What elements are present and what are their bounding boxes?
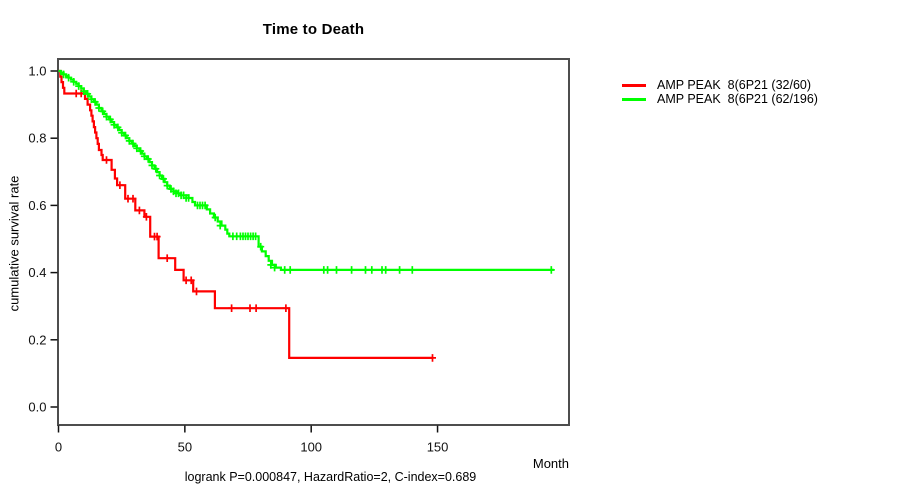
legend-label-group2: AMP PEAK 8(6P21 (62/196)	[657, 92, 818, 106]
km-curve-red	[58, 69, 434, 359]
y-axis-title: cumulative survival rate	[6, 175, 22, 312]
censor-marks-red	[72, 89, 436, 362]
y-tick-label: 0.6	[28, 198, 46, 213]
legend-item-group2: AMP PEAK 8(6P21 (62/196)	[622, 92, 818, 106]
y-tick-label: 0.4	[28, 265, 46, 280]
censor-marks-green	[60, 70, 555, 274]
x-axis-title: Month	[532, 456, 569, 471]
y-tick-label: 0.0	[28, 400, 46, 415]
legend-line-swatch-green	[622, 97, 646, 101]
y-tick-label: 0.2	[28, 332, 46, 347]
x-tick-label: 100	[300, 440, 322, 455]
km-curve-green	[58, 69, 554, 271]
y-tick-label: 1.0	[28, 64, 46, 79]
legend-item-group1: AMP PEAK 8(6P21 (32/60)	[622, 78, 818, 92]
x-tick-label: 0	[55, 440, 62, 455]
plot-box	[57, 58, 570, 426]
legend-label-group1: AMP PEAK 8(6P21 (32/60)	[657, 78, 812, 92]
y-tick-label: 0.8	[28, 131, 46, 146]
stats-annotation: logrank P=0.000847, HazardRatio=2, C-ind…	[184, 470, 477, 484]
chart-title: Time to Death	[262, 21, 365, 38]
legend: AMP PEAK 8(6P21 (32/60) AMP PEAK 8(6P21 …	[622, 78, 818, 106]
legend-line-swatch-red	[622, 83, 646, 87]
x-tick-label: 150	[427, 440, 449, 455]
x-tick-label: 50	[178, 440, 192, 455]
